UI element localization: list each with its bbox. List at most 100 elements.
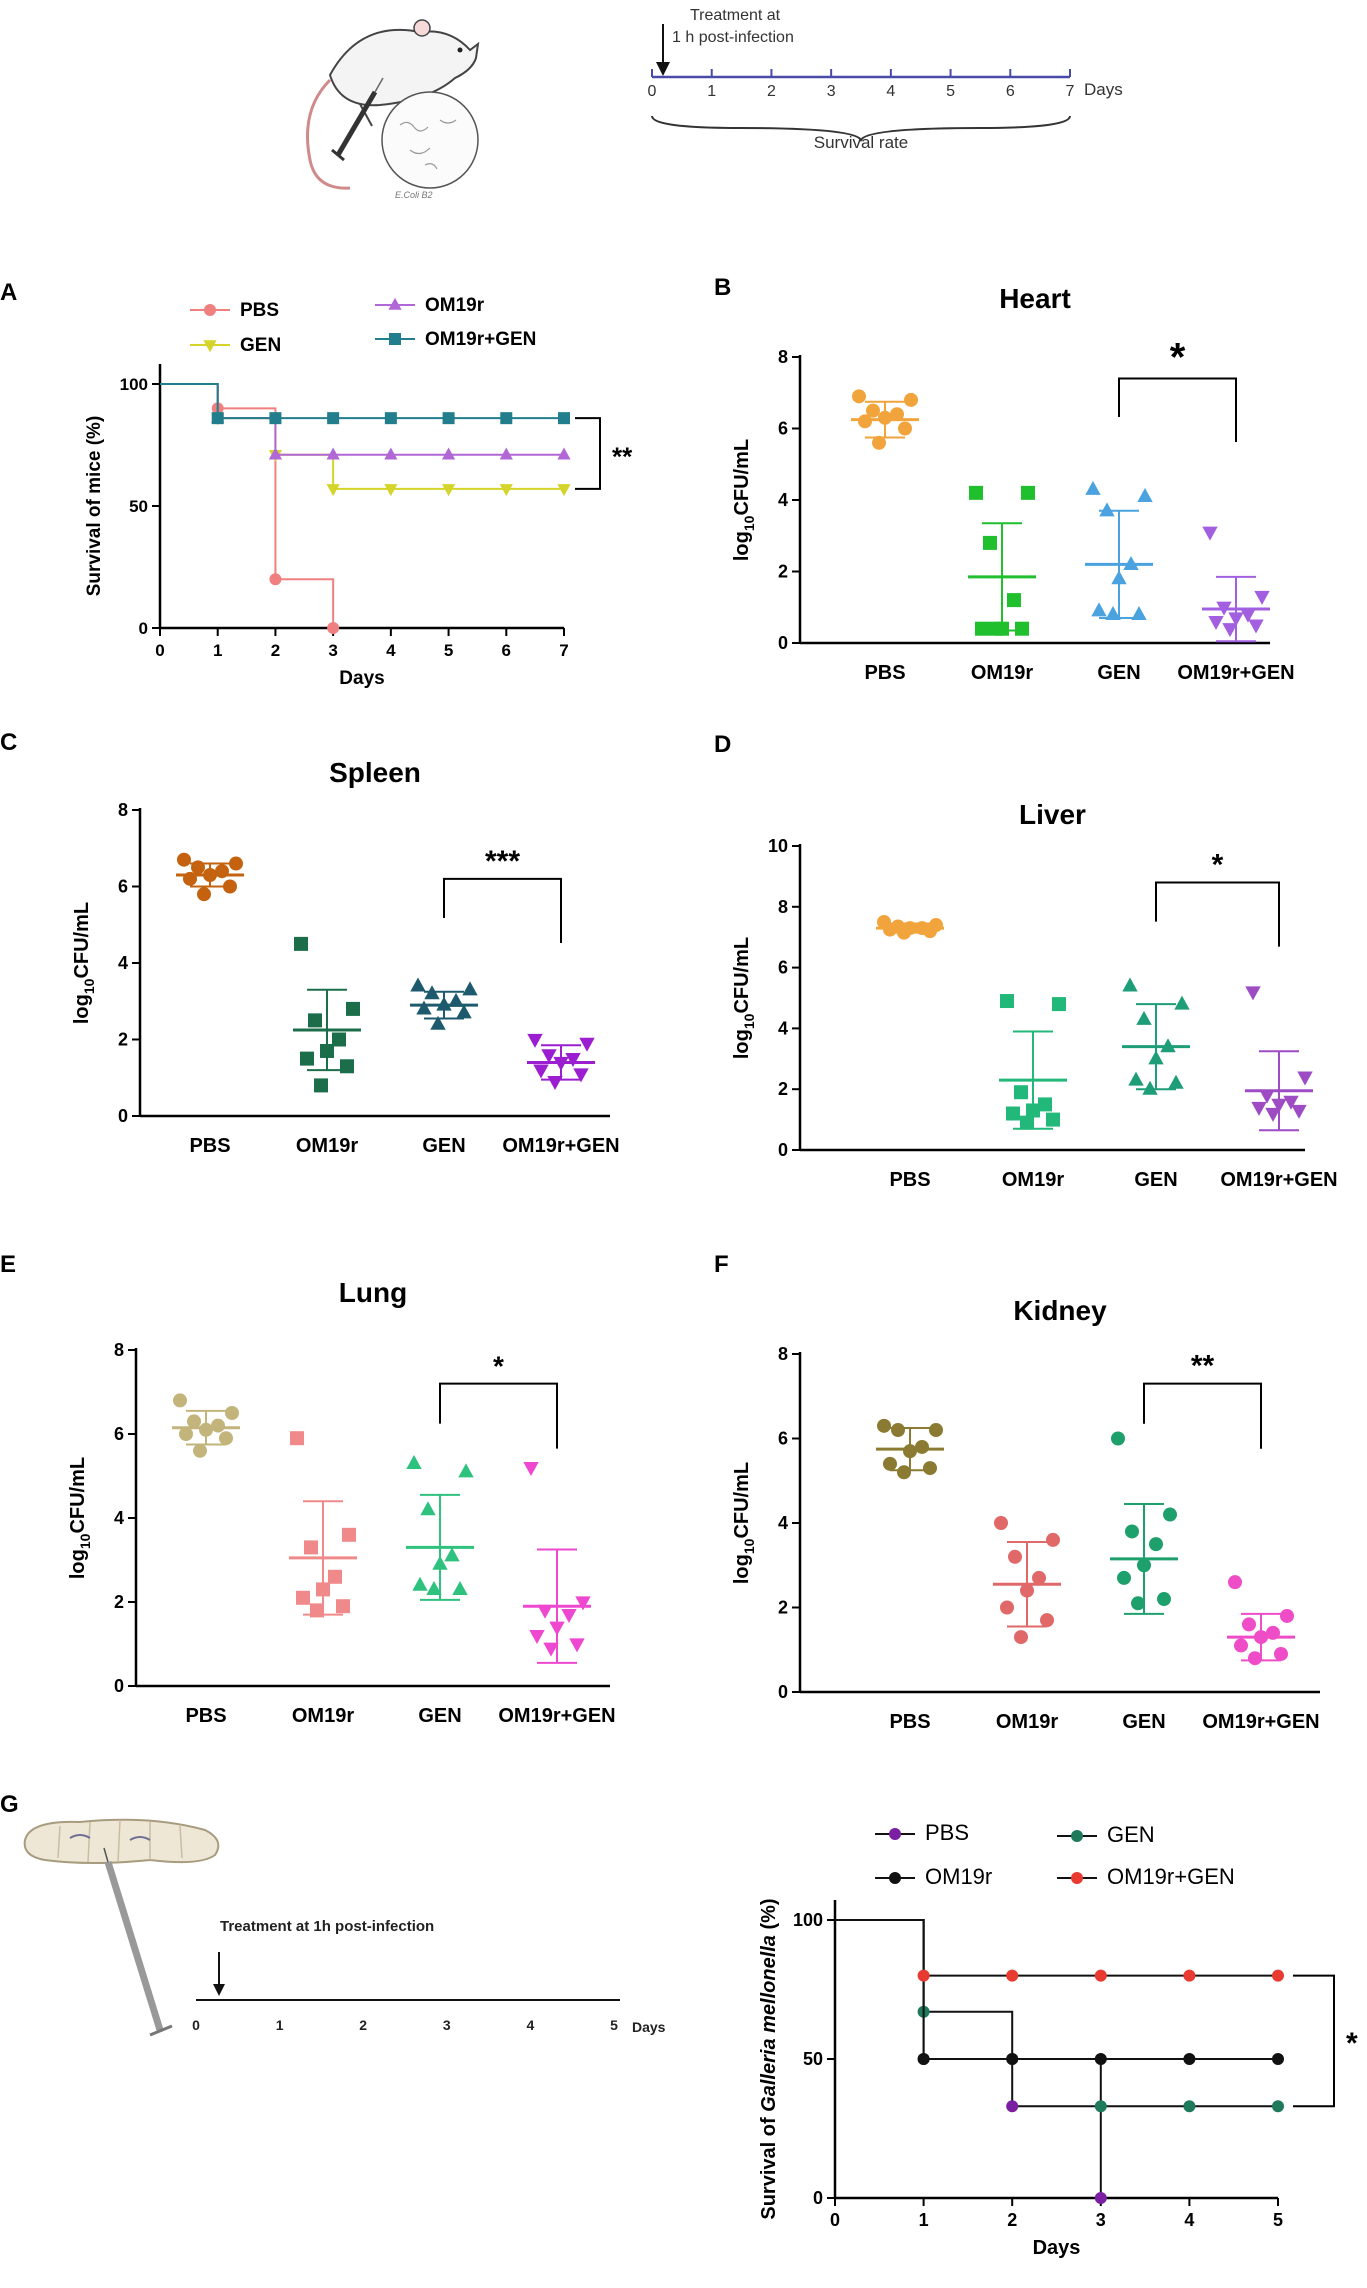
y-tick-label: 6	[114, 1424, 124, 1444]
data-point-om19r	[1020, 1115, 1034, 1130]
x-tick-label-gen: GEN	[418, 1705, 461, 1727]
data-point-pbs	[197, 887, 211, 902]
significance-bracket	[1293, 1974, 1335, 2108]
series-point-om19r-gen	[1006, 1969, 1019, 1982]
x-tick-label: 3	[1096, 2210, 1106, 2230]
data-point-om19r-gen	[565, 1053, 581, 1068]
larva-timeline: Treatment at 1h post-infection 0 1 2 3 4 5 Da…	[192, 1918, 666, 2035]
x-tick-label-om19r: OM19r	[971, 662, 1033, 684]
data-point-om19r	[346, 1001, 360, 1016]
data-point-om19r-gen	[1240, 608, 1256, 623]
x-tick-label-pbs: PBS	[864, 662, 905, 684]
data-point-gen	[1128, 1071, 1144, 1086]
timeline-tick-label: 3	[827, 83, 836, 100]
series-point-gen	[441, 484, 456, 497]
series-point-om19r-gen	[327, 412, 340, 425]
series-point-om19r	[384, 447, 398, 460]
x-tick-label: 4	[1184, 2210, 1194, 2230]
series-point-om19r-gen	[384, 412, 397, 425]
data-point-pbs	[883, 1456, 897, 1471]
data-point-om19r-gen	[523, 1462, 539, 1476]
series-point-om19r	[1006, 2053, 1019, 2065]
panel-label: A	[0, 279, 17, 306]
series-point-om19r-gen	[211, 412, 224, 425]
data-point-om19r	[328, 1569, 342, 1584]
y-tick-label: 2	[118, 1030, 128, 1050]
legend-label-om19r: OM19r	[425, 295, 485, 316]
data-point-gen	[406, 1455, 422, 1469]
data-point-om19r-gen	[1202, 526, 1218, 541]
chart-title: Heart	[999, 283, 1071, 314]
data-point-om19r	[1015, 621, 1029, 636]
series-point-om19r	[917, 2053, 930, 2065]
y-axis-title: log10CFU/mL	[731, 1462, 757, 1584]
data-point-om19r-gen	[579, 1037, 595, 1052]
series-point-om19r-gen	[269, 412, 282, 425]
significance-bracket	[1143, 1382, 1262, 1449]
panel-label: C	[0, 729, 17, 756]
data-point-om19r-gen	[1248, 1651, 1262, 1666]
data-point-om19r-gen	[1208, 615, 1224, 630]
x-tick-label: 0	[830, 2210, 840, 2230]
x-tick-label: 4	[386, 641, 396, 660]
data-point-om19r-gen	[561, 1609, 577, 1623]
data-point-gen	[1131, 606, 1147, 620]
significance-bracket	[1155, 881, 1280, 947]
larva-timeline-tick-label: 0	[192, 2017, 200, 2033]
data-point-om19r-gen	[1245, 986, 1261, 1001]
data-point-om19r	[294, 936, 308, 951]
y-tick-label: 0	[118, 1106, 128, 1126]
data-point-pbs	[223, 879, 237, 894]
data-point-pbs	[872, 435, 886, 450]
data-point-om19r	[1014, 1085, 1028, 1100]
series-point-gen	[1094, 2100, 1107, 2113]
y-tick-label: 4	[778, 1513, 788, 1533]
data-point-gen	[1157, 1592, 1171, 1607]
y-tick-label: 2	[778, 1079, 788, 1099]
series-point-pbs	[269, 573, 282, 586]
panel-a-survival-mice: A 0 50 100 0 1 2 3 4 5 6 7 Days Survival of mice (%) P…	[0, 279, 633, 689]
data-point-gen	[1111, 1431, 1125, 1446]
data-point-gen	[1136, 1010, 1152, 1025]
x-tick-label-gen: GEN	[1134, 1169, 1177, 1191]
y-tick-label: 6	[778, 958, 788, 978]
significance-label: *	[1212, 848, 1224, 881]
series-point-gen	[1272, 2100, 1284, 2113]
data-point-gen	[1125, 1524, 1139, 1539]
data-point-pbs	[187, 1414, 201, 1429]
x-axis-title: Days	[1033, 2237, 1081, 2259]
series-point-gen	[499, 484, 513, 497]
larva-timeline-tick-label: 2	[359, 2017, 367, 2033]
series-point-gen	[384, 484, 398, 497]
x-tick-label: 0	[155, 641, 164, 660]
data-point-gen	[1174, 995, 1190, 1010]
x-tick-label: 7	[559, 641, 568, 660]
panel-f-kidney: F Kidney 0 2 4 6 8 log10CFU/mL PBS OM19r GEN OM19r+…	[714, 1251, 1320, 1733]
y-axis-title: Survival of Galleria mellonella (%)	[758, 1898, 780, 2219]
timeline-tick-label: 1	[707, 83, 716, 100]
y-tick-label: 0	[778, 1140, 788, 1160]
x-tick-label: 2	[1007, 2210, 1017, 2230]
data-point-gen	[1137, 1558, 1151, 1573]
legend-label-gen: GEN	[240, 335, 281, 356]
data-point-pbs	[904, 392, 918, 407]
data-point-om19r-gen	[529, 1630, 545, 1644]
y-axis-title: Survival of mice (%)	[84, 416, 105, 597]
significance-label: **	[612, 442, 633, 472]
x-tick-label: 5	[1273, 2210, 1283, 2230]
data-point-om19r	[994, 1516, 1008, 1530]
timeline-tick-label: 4	[886, 83, 895, 100]
significance-bracket	[439, 1382, 558, 1449]
data-point-gen	[1122, 977, 1138, 992]
legend-marker-om19r	[889, 1872, 901, 1884]
data-point-om19r	[1006, 1106, 1020, 1121]
data-point-om19r-gen	[527, 1033, 543, 1048]
data-point-om19r	[975, 621, 989, 636]
legend-label-om19r: OM19r	[925, 1864, 992, 1889]
data-point-om19r	[1026, 1103, 1040, 1118]
series-point-pbs	[1006, 2100, 1019, 2113]
data-point-pbs	[891, 1423, 905, 1438]
series-point-om19r-gen	[1272, 1969, 1284, 1982]
data-point-om19r-gen	[575, 1596, 591, 1611]
